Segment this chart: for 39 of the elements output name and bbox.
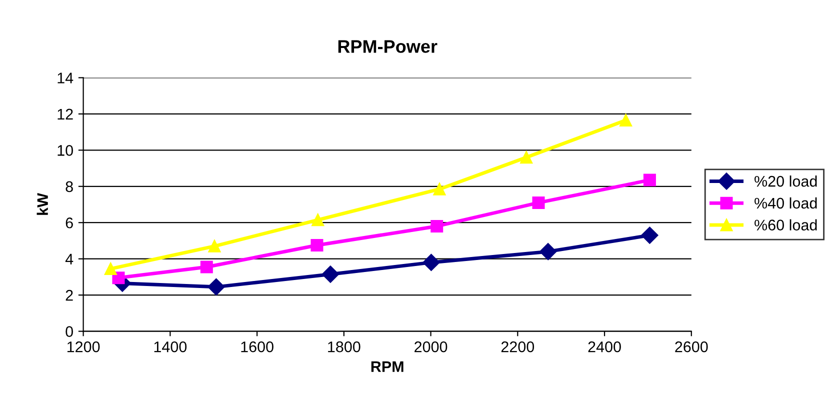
y-tick-label: 6: [66, 217, 73, 228]
y-tick-label: 14: [58, 72, 74, 84]
x-tick-label: 2200: [501, 341, 534, 352]
point: [540, 243, 557, 260]
point: [112, 272, 125, 284]
x-tick-label: 2000: [414, 341, 448, 352]
legend-label: %40 load: [754, 197, 817, 209]
y-tick-label: 0: [66, 326, 73, 337]
point: [208, 278, 225, 296]
x-axis-title: RPM: [371, 361, 404, 372]
legend-label: %20 load: [754, 176, 817, 187]
y-axis-title: kW: [36, 193, 48, 215]
point: [310, 239, 324, 252]
x-tick-label: 1200: [67, 341, 100, 352]
point: [312, 214, 324, 226]
y-tick-label: 4: [65, 254, 74, 264]
x-tick-label: 1400: [154, 341, 187, 352]
point: [433, 182, 446, 196]
chart-title: RPM-Power: [338, 40, 438, 53]
point: [641, 226, 658, 244]
point: [532, 196, 545, 209]
x-tick-label: 1600: [241, 341, 274, 352]
y-tick-label: 8: [66, 181, 73, 192]
point: [422, 254, 440, 272]
y-tick-label: 2: [66, 290, 73, 301]
point: [322, 266, 339, 283]
point: [200, 260, 213, 274]
x-tick-label: 2600: [675, 341, 708, 352]
point: [620, 114, 632, 127]
legend-label: %60 load: [754, 219, 817, 230]
x-tick-label: 1800: [328, 341, 360, 352]
point: [104, 262, 117, 276]
x-tick-label: 2400: [588, 341, 621, 352]
point: [208, 240, 221, 252]
point: [520, 151, 533, 164]
y-tick-label: 10: [58, 145, 73, 156]
point: [430, 220, 444, 232]
point: [643, 174, 656, 186]
y-tick-label: 12: [58, 108, 73, 120]
